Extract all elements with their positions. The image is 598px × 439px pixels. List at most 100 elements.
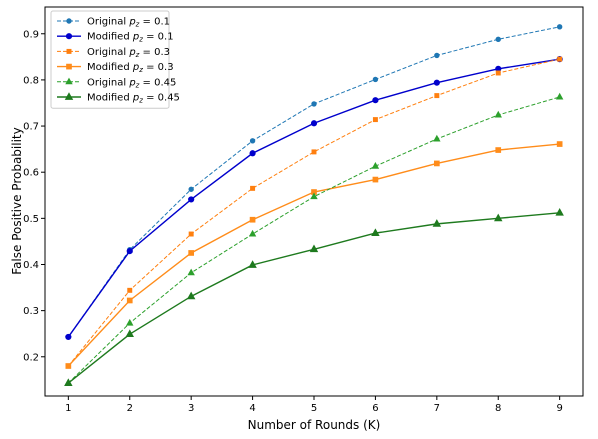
legend-marker bbox=[66, 18, 72, 24]
x-axis-ticks: 1 2 3 4 5 6 7 8 9 bbox=[65, 396, 563, 414]
data-point bbox=[557, 56, 563, 62]
x-axis-label: Number of Rounds (K) bbox=[248, 418, 381, 432]
data-point bbox=[309, 244, 319, 253]
data-point bbox=[64, 378, 73, 386]
data-point bbox=[65, 333, 72, 341]
x-tick-label: 6 bbox=[372, 403, 378, 414]
legend-marker bbox=[66, 63, 72, 70]
legend-marker bbox=[65, 33, 73, 40]
data-point bbox=[125, 329, 134, 338]
data-point bbox=[555, 92, 564, 100]
legend-label: Modified pz = 0.1 bbox=[87, 32, 174, 44]
data-point bbox=[188, 250, 195, 256]
data-point bbox=[311, 101, 317, 107]
y-tick-label: 0.4 bbox=[23, 260, 39, 271]
data-point bbox=[250, 185, 256, 191]
legend-box bbox=[50, 10, 170, 109]
data-point bbox=[310, 120, 318, 127]
x-tick-label: 2 bbox=[127, 403, 133, 414]
data-point bbox=[372, 117, 378, 123]
data-point bbox=[433, 160, 440, 167]
data-point bbox=[126, 248, 133, 255]
data-point bbox=[495, 36, 501, 43]
legend-entry: Original pz = 0.1 bbox=[57, 17, 170, 29]
y-tick-label: 0.8 bbox=[23, 75, 39, 86]
legend-entry: Modified pz = 0.45 bbox=[57, 92, 180, 105]
data-point bbox=[248, 260, 257, 268]
data-point bbox=[433, 134, 441, 142]
legend-series-name: Original bbox=[87, 47, 129, 58]
data-point bbox=[434, 93, 440, 99]
legend-series-name: Modified bbox=[87, 62, 133, 73]
data-point bbox=[187, 268, 195, 276]
legend-entry: Original pz = 0.3 bbox=[57, 47, 170, 59]
data-point bbox=[433, 79, 440, 86]
data-point bbox=[249, 216, 256, 223]
legend-entry: Original pz = 0.45 bbox=[57, 77, 176, 89]
data-point bbox=[495, 70, 501, 76]
legend-series-name: Original bbox=[87, 77, 129, 88]
series-4 bbox=[65, 141, 563, 369]
legend-pz-value: 0.3 bbox=[154, 47, 170, 58]
x-tick-label: 9 bbox=[556, 403, 562, 414]
y-tick-label: 0.5 bbox=[23, 214, 39, 225]
data-point bbox=[556, 141, 563, 147]
legend-label: Original pz = 0.1 bbox=[87, 17, 170, 29]
data-point bbox=[372, 76, 379, 83]
legend-entry: Modified pz = 0.1 bbox=[57, 32, 174, 44]
legend-entry: Modified pz = 0.3 bbox=[57, 62, 174, 74]
legend-pz-value: 0.45 bbox=[154, 77, 176, 88]
legend-pz-value: 0.1 bbox=[154, 17, 170, 28]
x-tick-label: 1 bbox=[65, 403, 71, 414]
legend: Original pz = 0.1 Modified pz = 0.1 Origin… bbox=[50, 10, 180, 109]
legend-series-name: Original bbox=[87, 17, 129, 28]
data-point bbox=[65, 363, 72, 369]
data-point bbox=[249, 138, 256, 144]
data-point bbox=[371, 162, 380, 169]
y-tick-label: 0.2 bbox=[23, 352, 39, 363]
y-axis-ticks: 0.2 0.3 0.4 0.5 0.6 0.7 0.8 0.9 bbox=[23, 29, 45, 363]
series-6 bbox=[64, 208, 564, 386]
data-point bbox=[126, 297, 133, 304]
data-point bbox=[432, 219, 442, 227]
y-tick-label: 0.9 bbox=[23, 29, 39, 40]
y-tick-label: 0.7 bbox=[23, 122, 39, 133]
x-tick-label: 4 bbox=[249, 403, 255, 414]
series-line bbox=[67, 58, 560, 367]
x-tick-label: 8 bbox=[495, 403, 501, 414]
data-point bbox=[311, 149, 317, 155]
legend-marker bbox=[64, 92, 74, 100]
x-tick-label: 7 bbox=[434, 403, 440, 414]
x-tick-label: 3 bbox=[188, 403, 194, 414]
data-point bbox=[495, 147, 502, 153]
data-point bbox=[494, 110, 502, 118]
y-tick-label: 0.6 bbox=[23, 168, 39, 179]
data-point bbox=[371, 228, 380, 236]
data-point bbox=[186, 291, 196, 300]
data-point bbox=[126, 318, 134, 326]
data-point bbox=[188, 231, 194, 237]
data-point bbox=[249, 150, 256, 157]
data-point bbox=[556, 24, 563, 30]
y-axis-label: False Positive Probability bbox=[10, 127, 24, 274]
data-point bbox=[127, 287, 133, 293]
data-point bbox=[248, 229, 257, 237]
legend-series-name: Modified bbox=[87, 93, 133, 104]
legend-pz-value: 0.1 bbox=[158, 32, 174, 43]
legend-label: Original pz = 0.45 bbox=[87, 77, 176, 89]
data-point bbox=[372, 97, 379, 104]
data-point bbox=[434, 52, 440, 59]
y-tick-label: 0.3 bbox=[23, 306, 39, 317]
data-point bbox=[310, 192, 318, 200]
data-point bbox=[555, 208, 564, 216]
legend-label: Modified pz = 0.45 bbox=[87, 93, 180, 105]
legend-series-name: Modified bbox=[87, 32, 133, 43]
x-tick-label: 5 bbox=[311, 403, 317, 414]
legend-marker bbox=[66, 48, 72, 54]
data-point bbox=[494, 213, 503, 222]
series-layer bbox=[64, 24, 564, 386]
legend-marker bbox=[65, 77, 73, 85]
legend-label: Original pz = 0.3 bbox=[87, 47, 170, 59]
data-point bbox=[188, 186, 194, 192]
